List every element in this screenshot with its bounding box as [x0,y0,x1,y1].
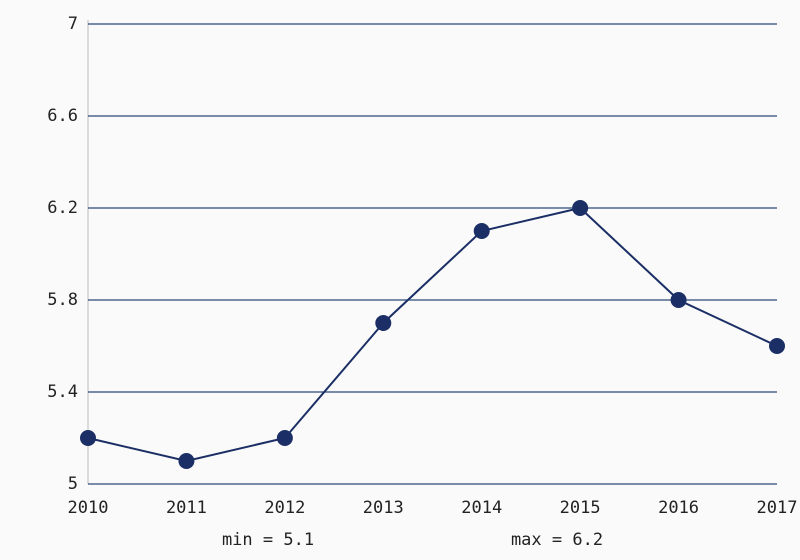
y-tick-label: 6.6 [47,106,78,126]
x-tick-label: 2017 [757,498,798,518]
x-tick-label: 2012 [264,498,305,518]
y-tick-label: 7 [68,14,78,34]
annotation: max = 6.2 [511,530,603,550]
y-tick-label: 5 [68,474,78,494]
marker [80,430,96,446]
y-tick-label: 5.8 [47,290,78,310]
x-tick-label: 2011 [166,498,207,518]
marker [178,453,195,469]
marker [769,338,785,354]
x-tick-label: 2013 [363,498,404,518]
y-tick-label: 6.2 [47,198,78,218]
y-tick-label: 5.4 [47,382,78,402]
marker [375,315,392,331]
marker [473,223,490,239]
line [87,206,778,463]
annotation: min = 5.1 [222,530,314,550]
x-tick-label: 2015 [560,498,601,518]
x-tick-label: 2014 [461,498,502,518]
marker [276,430,293,446]
marker [572,200,589,216]
x-tick-label: 2010 [68,498,109,518]
x-tick-label: 2016 [658,498,699,518]
marker [670,292,687,308]
